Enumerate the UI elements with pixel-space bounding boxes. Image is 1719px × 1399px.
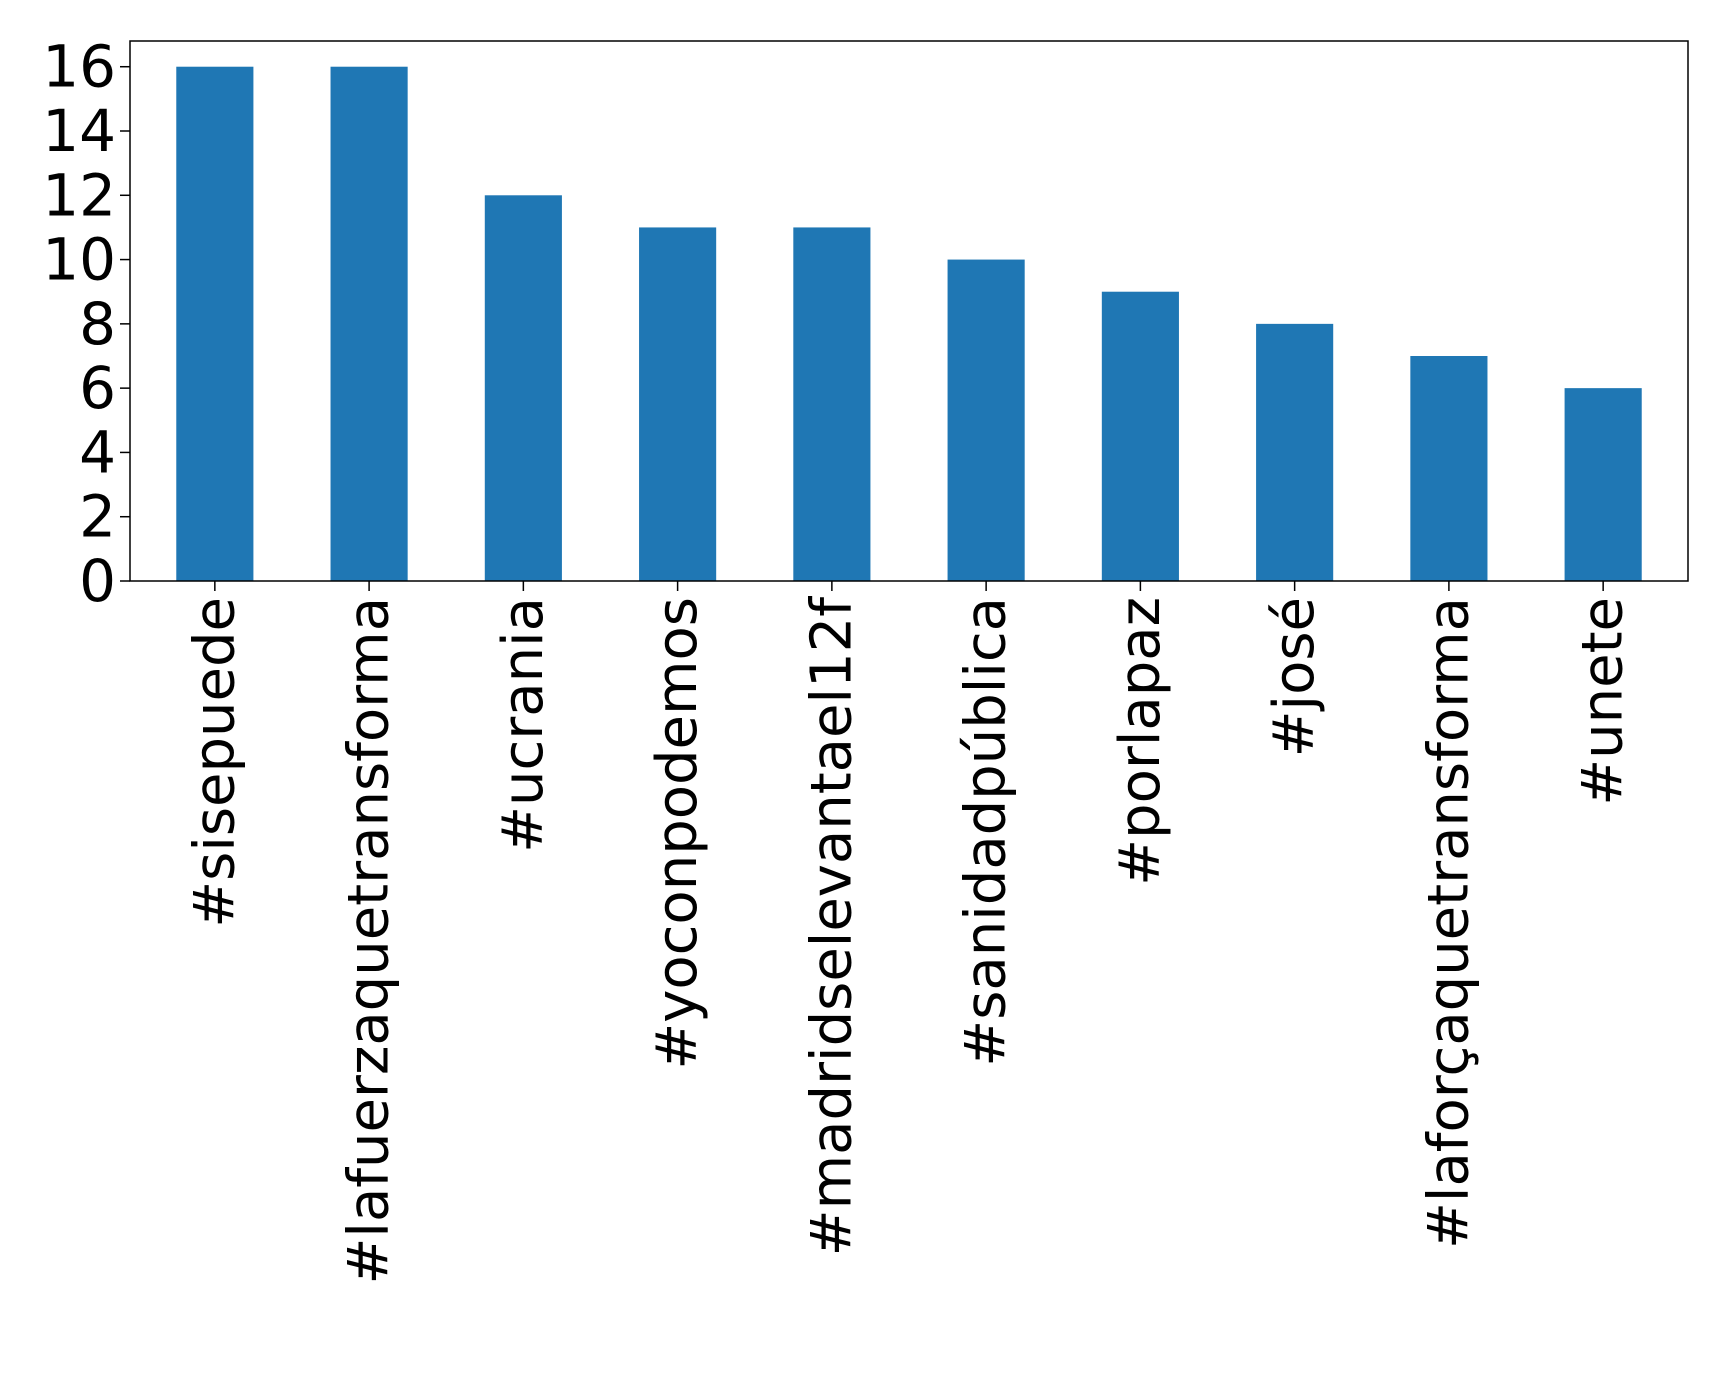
bar-9 [1564, 388, 1642, 581]
bar-3 [639, 227, 717, 581]
y-tick-label-7: 14 [42, 97, 116, 165]
x-tick-label-0: #sisepuede [182, 597, 247, 928]
x-tick-label-7: #josé [1262, 597, 1327, 757]
x-tick-label-8: #laforçaquetransforma [1416, 597, 1481, 1249]
y-tick-label-4: 8 [79, 290, 116, 358]
x-tick-label-3: #yoconpodemos [645, 597, 710, 1070]
x-tick-label-2: #ucrania [491, 597, 556, 853]
x-tick-label-9: #unete [1571, 597, 1636, 806]
x-tick-label-5: #sanidadpública [954, 597, 1019, 1067]
x-tick-label-4: #madridselevantael12f [799, 596, 864, 1257]
x-tick-label-6: #porlapaz [1108, 597, 1173, 886]
x-axis: #sisepuede #lafuerzaquetransforma #ucrania… [182, 581, 1636, 1285]
y-tick-label-6: 12 [42, 161, 116, 229]
bar-0 [176, 66, 254, 581]
bar-1 [330, 66, 408, 581]
y-tick-label-5: 10 [42, 226, 116, 294]
bar-8 [1410, 356, 1488, 581]
plot-frame [129, 40, 1689, 582]
y-tick-label-3: 6 [79, 354, 116, 422]
y-tick-label-0: 0 [79, 547, 116, 615]
bar-7 [1256, 323, 1334, 581]
y-tick-label-8: 16 [42, 33, 116, 101]
bar-4 [793, 227, 871, 581]
bar-2 [484, 195, 562, 582]
bars-layer [176, 66, 1642, 582]
y-tick-label-2: 4 [79, 418, 116, 486]
bar-5 [947, 259, 1025, 581]
y-tick-label-1: 2 [79, 483, 116, 551]
bar-6 [1101, 291, 1179, 581]
x-tick-label-1: #lafuerzaquetransforma [337, 597, 402, 1285]
